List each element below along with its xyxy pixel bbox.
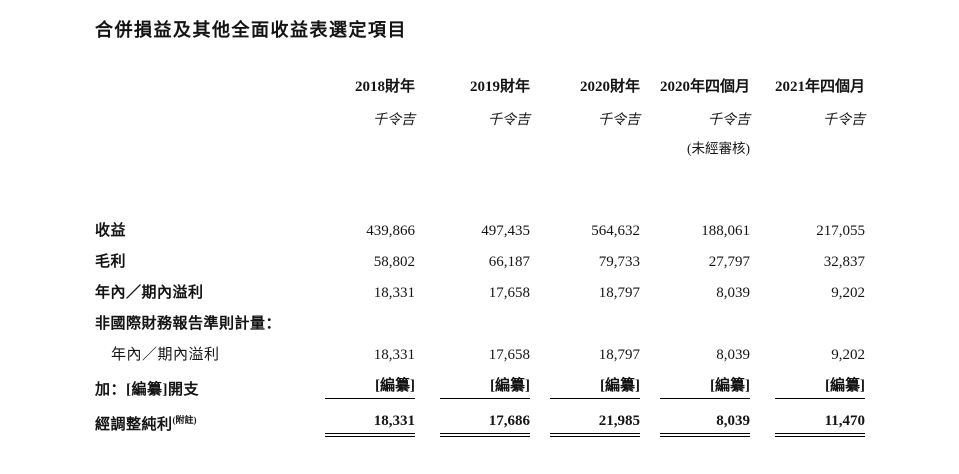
row-label: 收益 bbox=[95, 223, 127, 239]
row-label: 毛利 bbox=[95, 254, 127, 270]
table-cell: 439,866 bbox=[366, 223, 415, 239]
row-label: 加：[編纂]開支 bbox=[95, 382, 199, 398]
table-cell: 79,733 bbox=[598, 254, 640, 270]
header-year-row: 2018財年 2019財年 2020財年 2020年四個月 2021年四個月 bbox=[95, 70, 865, 101]
table-cell: 18,331 bbox=[373, 347, 415, 363]
table-cell bbox=[415, 307, 530, 338]
table-cell: 66,187 bbox=[488, 254, 530, 270]
unit-label: 千令吉 bbox=[488, 113, 530, 128]
table-cell: 217,055 bbox=[816, 223, 865, 239]
table-row-gross-profit: 毛利 58,802 66,187 79,733 27,797 32,837 bbox=[95, 245, 865, 276]
row-label: 經調整純利(附註) bbox=[95, 404, 323, 442]
table-cell: [編纂] bbox=[530, 369, 640, 404]
table-cell: 27,797 bbox=[708, 254, 750, 270]
header-empty-cell bbox=[323, 134, 415, 162]
header-empty-cell bbox=[530, 134, 640, 162]
unit-label: 千令吉 bbox=[823, 113, 865, 128]
table-row-profit-for-period-non-ifrs: 年內／期內溢利 18,331 17,658 18,797 8,039 9,202 bbox=[95, 338, 865, 369]
table-cell: 8,039 bbox=[640, 404, 750, 442]
table-row-adjusted-net-profit: 經調整純利(附註) 18,331 17,686 21,985 8,039 11,… bbox=[95, 404, 865, 442]
column-header-2018: 2018財年 bbox=[354, 79, 415, 95]
spacer-row bbox=[95, 162, 865, 214]
table-row-profit-for-period: 年內／期內溢利 18,331 17,658 18,797 8,039 9,202 bbox=[95, 276, 865, 307]
header-unit-row: 千令吉 千令吉 千令吉 千令吉 千令吉 bbox=[95, 101, 865, 134]
table-cell: 18,331 bbox=[373, 285, 415, 301]
header-empty-cell bbox=[750, 134, 865, 162]
table-row-add-redacted-expenses: 加：[編纂]開支 [編纂] [編纂] [編纂] [編纂] [編纂] bbox=[95, 369, 865, 404]
table-row-non-ifrs-heading: 非國際財務報告準則計量： bbox=[95, 307, 865, 338]
header-empty-cell bbox=[415, 134, 530, 162]
table-cell: 58,802 bbox=[373, 254, 415, 270]
table-cell: 9,202 bbox=[831, 285, 865, 301]
footnote-marker: (附註) bbox=[172, 415, 197, 425]
table-cell: 8,039 bbox=[716, 347, 750, 363]
table-cell: [編纂] bbox=[323, 369, 415, 404]
table-cell: 9,202 bbox=[831, 347, 865, 363]
table-cell: 188,061 bbox=[701, 223, 750, 239]
financial-table: 2018財年 2019財年 2020財年 2020年四個月 2021年四個月 千… bbox=[95, 70, 865, 442]
column-header-2020-4m: 2020年四個月 bbox=[659, 79, 750, 95]
column-header-2019: 2019財年 bbox=[469, 79, 530, 95]
table-cell bbox=[640, 307, 750, 338]
row-label: 年內／期內溢利 bbox=[95, 285, 204, 301]
header-empty-cell bbox=[95, 101, 323, 134]
table-cell: 17,658 bbox=[488, 285, 530, 301]
table-cell bbox=[323, 307, 415, 338]
table-cell: 18,331 bbox=[323, 404, 415, 442]
table-cell: 11,470 bbox=[750, 404, 865, 442]
unit-label: 千令吉 bbox=[708, 113, 750, 128]
unaudited-note: (未經審核) bbox=[687, 141, 750, 156]
table-cell: 21,985 bbox=[530, 404, 640, 442]
table-cell: 17,686 bbox=[415, 404, 530, 442]
table-cell bbox=[530, 307, 640, 338]
row-label: 非國際財務報告準則計量： bbox=[95, 316, 282, 332]
column-header-2020: 2020財年 bbox=[579, 79, 640, 95]
row-label-text: 經調整純利 bbox=[95, 417, 173, 433]
table-cell: [編纂] bbox=[640, 369, 750, 404]
section-title: 合併損益及其他全面收益表選定項目 bbox=[95, 20, 407, 40]
row-label: 年內／期內溢利 bbox=[111, 347, 220, 363]
unit-label: 千令吉 bbox=[598, 113, 640, 128]
table-cell: 497,435 bbox=[481, 223, 530, 239]
table-cell: 8,039 bbox=[716, 285, 750, 301]
table-cell: 32,837 bbox=[823, 254, 865, 270]
unit-label: 千令吉 bbox=[373, 113, 415, 128]
table-cell: [編纂] bbox=[750, 369, 865, 404]
column-header-2021-4m: 2021年四個月 bbox=[774, 79, 865, 95]
header-empty-cell bbox=[95, 70, 323, 101]
document-page: 合併損益及其他全面收益表選定項目 2018財年 2019財年 2020財年 20… bbox=[95, 20, 865, 442]
table-cell: 17,658 bbox=[488, 347, 530, 363]
header-empty-cell bbox=[95, 134, 323, 162]
table-cell: 18,797 bbox=[598, 285, 640, 301]
table-row-revenue: 收益 439,866 497,435 564,632 188,061 217,0… bbox=[95, 214, 865, 245]
table-cell bbox=[750, 307, 865, 338]
header-note-row: (未經審核) bbox=[95, 134, 865, 162]
table-cell: [編纂] bbox=[415, 369, 530, 404]
table-cell: 564,632 bbox=[591, 223, 640, 239]
table-cell: 18,797 bbox=[598, 347, 640, 363]
